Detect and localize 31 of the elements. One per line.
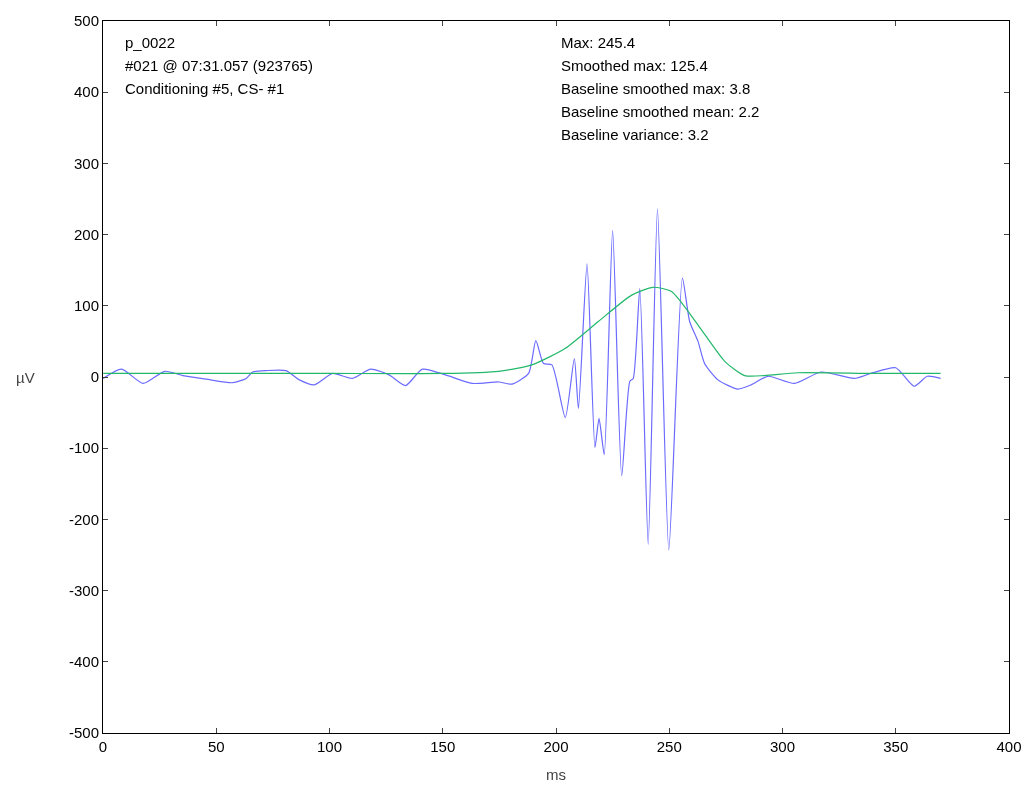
x-tick-label: 400 [996, 738, 1022, 755]
y-tick-label: -500 [68, 724, 99, 742]
y-tick-label: 0 [90, 368, 99, 386]
y-tick-label: 500 [73, 12, 99, 30]
annotation: Baseline variance: 3.2 [561, 126, 709, 143]
x-axis-title: ms [546, 766, 566, 783]
annotation: Max: 245.4 [561, 34, 636, 51]
x-tick-label: 250 [656, 738, 682, 755]
y-tick-label: -300 [68, 581, 99, 599]
annotation: Conditioning #5, CS- #1 [125, 80, 285, 97]
x-tick-label: 300 [769, 738, 796, 755]
annotation: p_0022 [125, 34, 176, 51]
y-axis-title: µV [16, 369, 35, 386]
annotation: Baseline smoothed max: 3.8 [561, 80, 751, 97]
x-tick-label: 50 [207, 738, 225, 755]
x-tick-label: 350 [883, 738, 909, 755]
line-series [103, 208, 942, 551]
x-tick-label: 100 [316, 738, 343, 755]
annotation: Smoothed max: 125.4 [561, 57, 708, 74]
y-tick-label: 400 [73, 83, 99, 101]
annotation: #021 @ 07:31.057 (923765) [125, 57, 313, 74]
y-tick-label: 300 [73, 154, 99, 172]
x-tick-label: 150 [430, 738, 456, 755]
line-series [103, 286, 942, 377]
y-tick-label: 200 [73, 225, 99, 243]
y-tick-label: -400 [68, 653, 99, 671]
x-tick-label: 200 [543, 738, 569, 755]
y-tick-label: -200 [68, 510, 99, 528]
y-tick-label: 100 [73, 297, 99, 315]
annotation: Baseline smoothed mean: 2.2 [561, 103, 760, 120]
y-tick-label: -100 [68, 439, 99, 457]
